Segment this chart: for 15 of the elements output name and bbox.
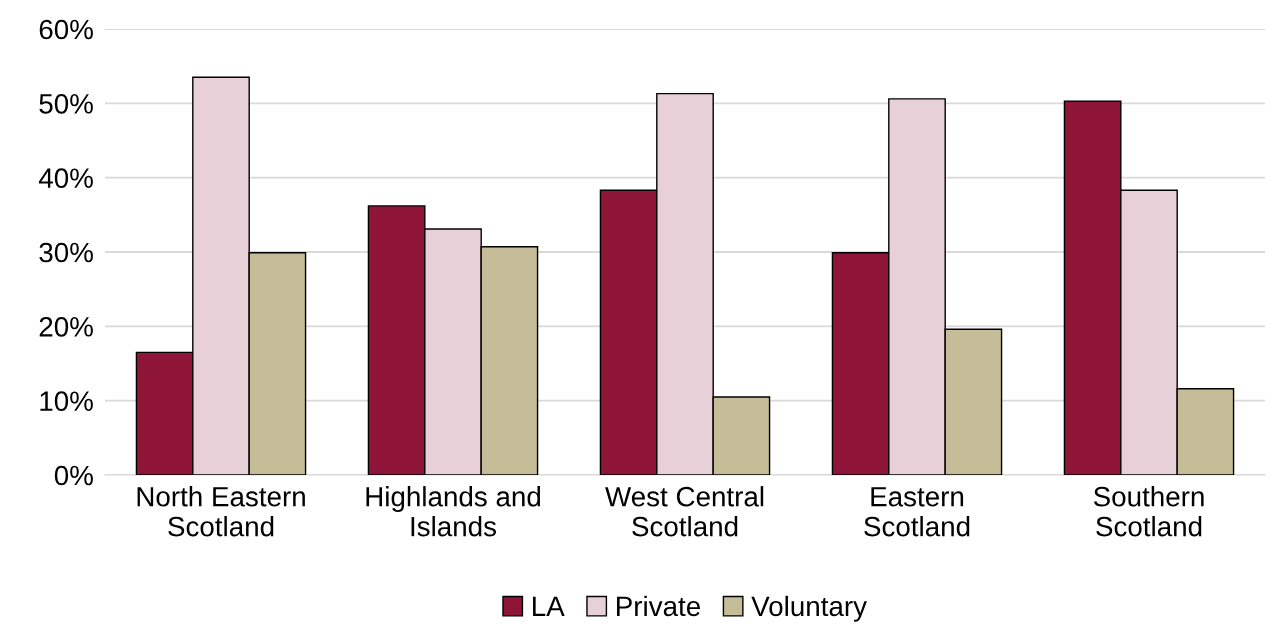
legend-label: Voluntary bbox=[751, 595, 867, 622]
y-tick-label: 40% bbox=[38, 168, 93, 189]
y-tick-label: 60% bbox=[39, 19, 93, 40]
y-tick-label: 50% bbox=[39, 94, 93, 114]
x-tick-label: Highlands and Islands bbox=[366, 486, 541, 537]
x-tick-label: Southern Scotland bbox=[1093, 486, 1204, 537]
legend-label: Private bbox=[617, 595, 700, 617]
y-tick-label: 30% bbox=[39, 242, 93, 263]
x-tick-label: North Eastern Scotland bbox=[137, 486, 305, 537]
y-tick-label: 0% bbox=[54, 465, 93, 486]
x-tick-label: West Central Scotland bbox=[605, 486, 764, 537]
y-tick-label: 20% bbox=[39, 317, 93, 337]
y-tick-label: 10% bbox=[40, 391, 93, 412]
x-tick-label: Eastern Scotland bbox=[864, 487, 970, 537]
legend-label: LA bbox=[533, 596, 565, 616]
